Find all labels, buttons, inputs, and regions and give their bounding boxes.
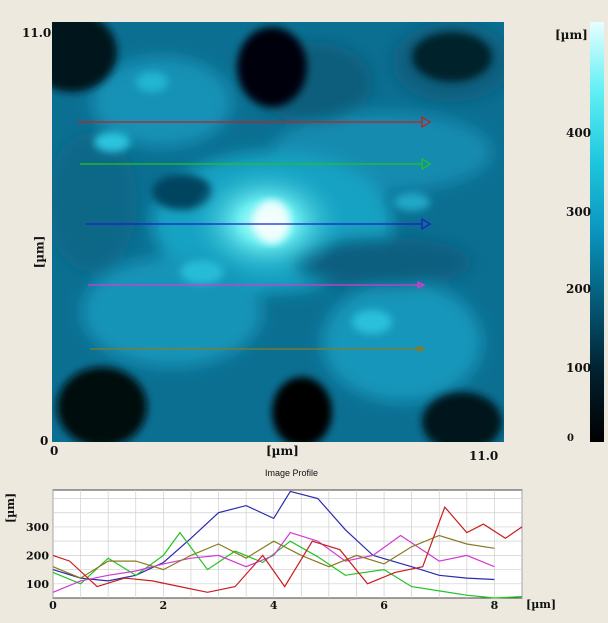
image-x-min-label: 0: [50, 444, 59, 458]
image-y-min-label: 0: [40, 434, 49, 448]
profile-line-chart: 0 2 4 6 8 100 200 300 [µm] [µm]: [4, 489, 556, 612]
colorbar-tick-400: 400: [566, 126, 592, 140]
x-axis-label: [µm]: [526, 598, 556, 611]
y-axis-label: [µm]: [4, 493, 17, 523]
image-y-max-label: 11.0: [22, 26, 52, 40]
profile-line-magenta: [88, 280, 426, 290]
image-x-axis-label: [µm]: [266, 444, 299, 458]
x-tick-label: 6: [380, 599, 388, 612]
afm-topography-image: [52, 22, 504, 442]
profile-line-blue: [86, 217, 432, 231]
profile-series-1: [52, 490, 495, 582]
profile-series-5: [52, 505, 523, 593]
x-tick-label: 2: [160, 599, 168, 612]
image-y-axis-label: [µm]: [32, 235, 47, 269]
colorbar-unit-label: [µm]: [555, 28, 588, 42]
image-x-max-label: 11.0: [469, 449, 499, 463]
profile-series-3: [52, 531, 495, 593]
profile-line-olive: [90, 344, 426, 354]
x-tick-label: 8: [491, 599, 499, 612]
profile-chart-title: Image Profile: [265, 468, 319, 478]
y-tick-label: 100: [26, 578, 49, 591]
colorbar-tick-100: 100: [566, 361, 592, 375]
colorbar: [590, 22, 604, 442]
profile-line-green: [80, 157, 432, 171]
colorbar-tick-0: 0: [567, 433, 574, 444]
profile-line-red: [78, 115, 432, 129]
y-tick-label: 200: [26, 549, 49, 562]
x-tick-label: 0: [49, 599, 57, 612]
profile-series-4: [52, 534, 495, 579]
colorbar-tick-300: 300: [566, 205, 592, 219]
profile-lines-overlay: [78, 115, 432, 354]
x-tick-label: 4: [270, 599, 278, 612]
colorbar-tick-200: 200: [566, 282, 592, 296]
y-tick-label: 300: [26, 521, 49, 534]
